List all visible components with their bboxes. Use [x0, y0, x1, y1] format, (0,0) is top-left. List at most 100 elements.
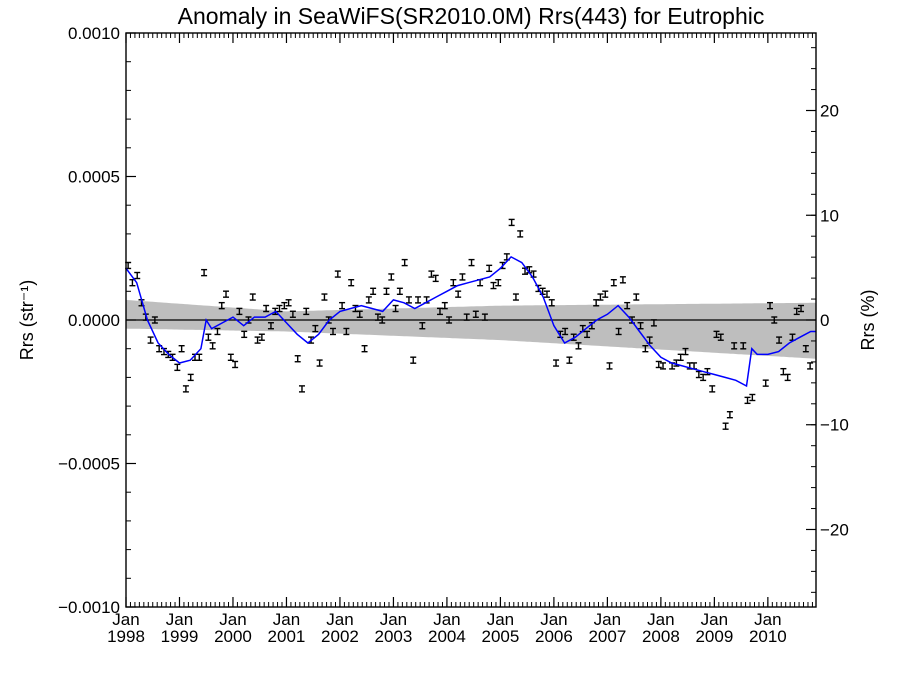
x-tick-year: 2007 [588, 627, 626, 646]
x-tick-month: Jan [166, 610, 193, 629]
data-point [468, 258, 475, 267]
data-point [396, 287, 403, 295]
data-point [548, 299, 555, 307]
x-tick-month: Jan [647, 610, 674, 629]
data-point [767, 301, 773, 310]
data-point [722, 422, 729, 430]
data-point [432, 274, 439, 283]
uncertainty-band [126, 299, 816, 359]
data-point [419, 322, 426, 330]
data-point [615, 327, 622, 336]
data-point [263, 304, 270, 313]
right-tick-label: −20 [820, 520, 849, 539]
data-point [223, 290, 230, 298]
data-point [330, 327, 336, 336]
data-point [379, 316, 386, 324]
data-point [348, 278, 355, 287]
x-tick-year: 2000 [214, 627, 252, 646]
data-point [201, 268, 208, 277]
data-point [619, 276, 626, 284]
data-point [713, 330, 720, 339]
data-point [241, 330, 248, 339]
data-point [187, 373, 194, 382]
x-tick-month: Jan [273, 610, 300, 629]
data-point [740, 342, 747, 350]
data-point [178, 345, 185, 353]
smoothed-series-line [125, 255, 816, 388]
x-tick-year: 2004 [428, 627, 466, 646]
data-point [356, 310, 363, 318]
data-point [807, 362, 814, 370]
data-point [365, 296, 372, 304]
data-point [285, 299, 292, 307]
data-point [749, 393, 756, 402]
data-point [182, 385, 189, 393]
data-point [446, 316, 453, 324]
data-point [562, 327, 569, 336]
data-point [339, 301, 346, 310]
data-point [650, 319, 657, 327]
data-point [214, 327, 221, 336]
data-point [209, 342, 216, 350]
data-point [481, 313, 488, 321]
data-point [660, 362, 667, 370]
data-point [717, 333, 724, 341]
data-point [463, 313, 470, 321]
data-point [682, 347, 689, 356]
data-point [428, 270, 435, 278]
data-point [486, 264, 493, 273]
data-point [455, 290, 462, 298]
data-point [383, 287, 390, 295]
data-point [298, 385, 305, 393]
x-tick-year: 2010 [749, 627, 787, 646]
right-tick-label: 0 [820, 311, 829, 330]
x-tick-year: 2002 [321, 627, 359, 646]
x-tick-year: 2006 [535, 627, 573, 646]
y-axis-label-right: Rrs (%) [858, 290, 878, 351]
data-point [134, 271, 141, 280]
data-point [276, 304, 283, 313]
data-point [227, 353, 234, 362]
data-point [294, 355, 301, 363]
data-point [762, 379, 769, 387]
data-point [236, 307, 243, 316]
data-point [147, 336, 154, 344]
data-point [642, 345, 649, 353]
data-point [459, 273, 466, 281]
data-point [303, 307, 310, 316]
data-point [602, 290, 609, 298]
data-point [316, 359, 323, 367]
data-point [553, 359, 560, 367]
x-tick-month: Jan [112, 610, 139, 629]
data-point [374, 313, 381, 321]
data-point [401, 258, 408, 267]
y-axis-label-left: Rrs (str⁻¹) [17, 280, 37, 360]
data-point [522, 267, 529, 275]
data-point [798, 304, 805, 313]
x-tick-year: 2009 [695, 627, 733, 646]
left-tick-label: 0.0010 [68, 24, 120, 43]
left-tick-label: 0.0005 [68, 168, 120, 187]
data-point [624, 301, 631, 310]
left-tick-label: −0.0005 [58, 455, 120, 474]
left-tick-label: −0.0010 [58, 598, 120, 617]
data-point [490, 281, 497, 290]
data-point [267, 322, 274, 330]
data-point [441, 301, 448, 310]
x-tick-month: Jan [594, 610, 621, 629]
chart-title: Anomaly in SeaWiFS(SR2010.0M) Rrs(443) f… [178, 3, 765, 29]
x-tick-year: 1999 [161, 627, 199, 646]
data-point [388, 273, 395, 281]
x-tick-month: Jan [487, 610, 514, 629]
data-point [321, 293, 328, 301]
data-point [784, 373, 791, 382]
data-point [655, 360, 662, 369]
data-point [254, 336, 261, 344]
data-point [281, 301, 288, 310]
data-point [793, 307, 800, 316]
data-point [508, 218, 515, 227]
data-point [610, 278, 617, 287]
right-tick-label: −10 [820, 416, 849, 435]
